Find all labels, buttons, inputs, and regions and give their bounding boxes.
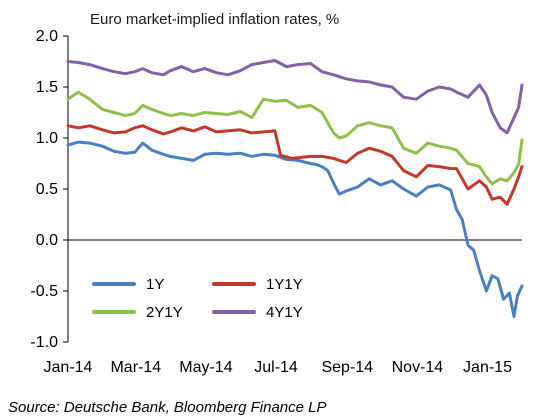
series-line-1y bbox=[66, 140, 524, 318]
legend-label-1y1y: 1Y1Y bbox=[266, 276, 303, 293]
y-tick-label: 2.0 bbox=[36, 28, 58, 45]
y-tick-label: 1.5 bbox=[36, 79, 58, 96]
axis-group: 2.0 1.5 1.0 0.5 0.0 -0.5 -1.0 Jan-14 Mar-14 May-1… bbox=[30, 28, 522, 376]
y-tick-label: 1.0 bbox=[36, 130, 58, 147]
legend-label-2y1y: 2Y1Y bbox=[146, 304, 183, 321]
source-note: Source: Deutsche Bank, Bloomberg Finance… bbox=[8, 399, 327, 416]
legend-label-1y: 1Y bbox=[146, 276, 164, 293]
y-tick-label: -0.5 bbox=[30, 283, 58, 300]
series-line-1y1y bbox=[66, 124, 524, 206]
series-line-2y1y bbox=[66, 90, 524, 186]
x-tick-label: Jan-14 bbox=[44, 359, 93, 376]
y-tick-label: -1.0 bbox=[30, 334, 58, 351]
x-tick-label: Jan-15 bbox=[463, 359, 512, 376]
x-tick-label: Sep-14 bbox=[321, 359, 373, 376]
y-tick-label: 0.0 bbox=[36, 232, 58, 249]
x-tick-label: Nov-14 bbox=[392, 359, 444, 376]
chart-title: Euro market-implied inflation rates, % bbox=[90, 11, 339, 28]
x-tick-label: Mar-14 bbox=[110, 359, 161, 376]
legend-label-4y1y: 4Y1Y bbox=[266, 304, 303, 321]
x-tick-label: May-14 bbox=[179, 359, 232, 376]
series-group bbox=[66, 59, 524, 318]
x-tick-label: Jul-14 bbox=[254, 359, 298, 376]
series-line-4y1y bbox=[66, 59, 524, 135]
y-tick-label: 0.5 bbox=[36, 181, 58, 198]
